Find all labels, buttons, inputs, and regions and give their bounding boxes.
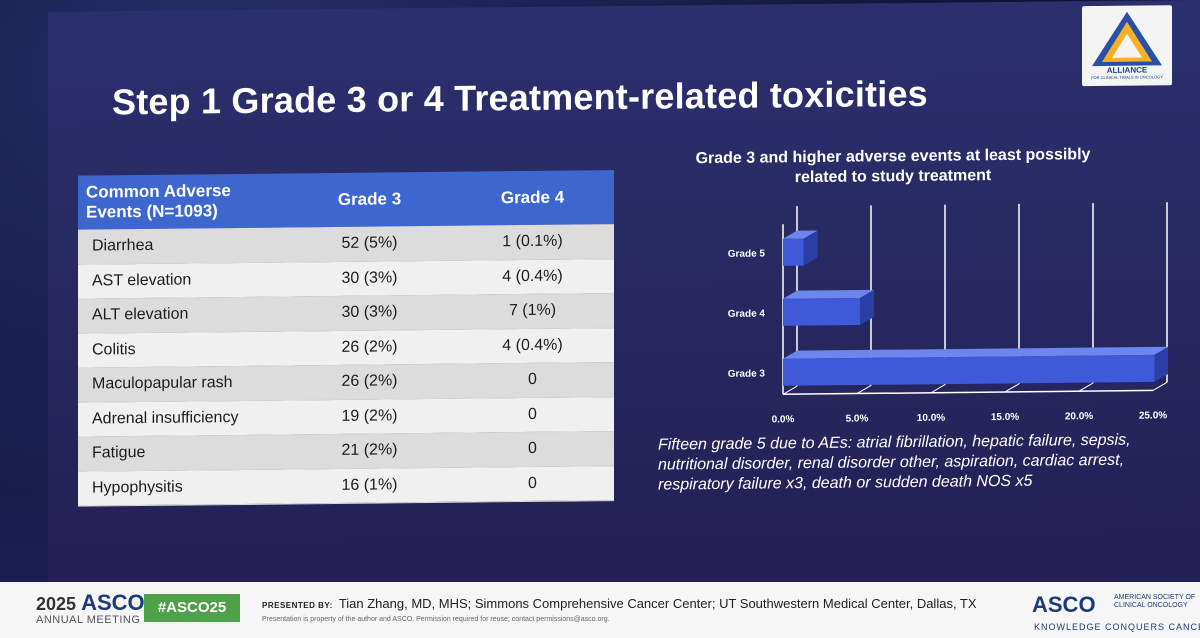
grade3-cell: 26 (2%) — [288, 329, 451, 366]
hashtag-badge: #ASCO25 — [144, 594, 240, 622]
bar-top-face — [783, 289, 874, 299]
event-name-cell: AST elevation — [78, 261, 288, 299]
presenter-line: PRESENTED BY: Tian Zhang, MD, MHS; Simmon… — [262, 596, 977, 611]
x-tick-label: 10.0% — [917, 413, 945, 424]
year-text: 2025 — [36, 594, 77, 614]
table-row: ALT elevation 30 (3%) 7 (1%) — [78, 293, 614, 334]
grade4-cell: 7 (1%) — [451, 293, 614, 330]
x-tick-label: 25.0% — [1139, 410, 1167, 421]
event-name-cell: Hypophysitis — [78, 468, 288, 506]
event-name-cell: Diarrhea — [78, 227, 288, 265]
bar-end-face — [1154, 346, 1168, 382]
alliance-logo-subtext: FOR CLINICAL TRIALS IN ONCOLOGY — [1091, 74, 1163, 81]
event-name-cell: ALT elevation — [78, 296, 288, 334]
floor-gridline — [1152, 381, 1168, 391]
grade4-cell: 4 (0.4%) — [451, 258, 614, 295]
event-name-cell: Adrenal insufficiency — [78, 399, 288, 437]
table-row: Hypophysitis 16 (1%) 0 — [78, 465, 614, 506]
alliance-logo: ALLIANCE FOR CLINICAL TRIALS IN ONCOLOGY — [1082, 5, 1172, 87]
event-name-cell: Fatigue — [78, 434, 288, 472]
bar — [783, 238, 804, 266]
event-name-cell: Maculopapular rash — [78, 365, 288, 403]
x-tick-label: 20.0% — [1065, 411, 1093, 422]
tagline: KNOWLEDGE CONQUERS CANCER — [1034, 622, 1200, 632]
grade4-cell: 0 — [451, 465, 614, 502]
event-name-cell: Colitis — [78, 330, 288, 368]
asco-wordmark: ASCO — [81, 590, 145, 615]
grade4-cell: 0 — [451, 362, 614, 399]
grade5-note: Fifteen grade 5 due to AEs: atrial fibri… — [658, 431, 1131, 494]
bar-end-face — [803, 230, 818, 266]
grade3-cell: 30 (3%) — [288, 294, 451, 331]
grade3-cell: 19 (2%) — [288, 398, 451, 435]
grade4-cell: 0 — [451, 396, 614, 433]
column-header-events: Common Adverse Events (N=1093) — [78, 173, 288, 230]
grade4-cell: 1 (0.1%) — [451, 224, 614, 261]
asco-logo: ASCO — [1032, 592, 1096, 617]
annual-meeting-text: ANNUAL MEETING — [36, 614, 141, 626]
slide-title: Step 1 Grade 3 or 4 Treatment-related to… — [112, 72, 928, 123]
floor-gridline — [1004, 383, 1020, 393]
bar — [783, 297, 860, 326]
grade4-cell: 4 (0.4%) — [451, 327, 614, 364]
column-header-grade3: Grade 3 — [288, 171, 451, 228]
grade4-cell: 0 — [451, 431, 614, 468]
grade-bar-chart: 0.0% 5.0% 10.0% 15.0% 20.0% 25.0% Grade 5 Grade… — [728, 202, 1168, 425]
table-row: Adrenal insufficiency 19 (2%) 0 — [78, 396, 614, 437]
slide: Step 1 Grade 3 or 4 Treatment-related to… — [48, 0, 1200, 592]
adverse-events-table: Common Adverse Events (N=1093) Grade 3 G… — [78, 170, 614, 506]
x-tick-label: 15.0% — [991, 412, 1019, 423]
bar-end-face — [859, 289, 874, 325]
table-row: Maculopapular rash 26 (2%) 0 — [78, 362, 614, 403]
category-label: Grade 4 — [728, 308, 766, 319]
presenter-text: Tian Zhang, MD, MHS; Simmons Comprehensi… — [338, 596, 977, 611]
floor-gridline — [782, 385, 798, 395]
table-row: Fatigue 21 (2%) 0 — [78, 431, 614, 472]
grade3-cell: 16 (1%) — [288, 467, 451, 504]
table-header-row: Common Adverse Events (N=1093) Grade 3 G… — [78, 170, 614, 230]
meeting-year: 2025 ASCO — [36, 590, 145, 616]
floor-gridline — [1078, 382, 1094, 392]
table-row: Diarrhea 52 (5%) 1 (0.1%) — [78, 224, 614, 265]
x-tick-label: 0.0% — [772, 414, 795, 425]
grade3-cell: 52 (5%) — [288, 225, 451, 262]
grade3-cell: 30 (3%) — [288, 260, 451, 297]
category-label: Grade 3 — [728, 368, 766, 379]
grade3-cell: 21 (2%) — [288, 432, 451, 469]
alliance-triangle-icon — [1092, 11, 1162, 67]
bar-top-face — [783, 346, 1168, 359]
table-row: Colitis 26 (2%) 4 (0.4%) — [78, 327, 614, 368]
footer: 2025 ASCO ANNUAL MEETING #ASCO25 PRESENT… — [0, 582, 1200, 638]
table-row: AST elevation 30 (3%) 4 (0.4%) — [78, 258, 614, 299]
column-header-grade4: Grade 4 — [451, 170, 614, 226]
x-tick-label: 5.0% — [846, 413, 869, 424]
presented-by-label: PRESENTED BY: — [262, 601, 333, 610]
bar-top-face — [783, 230, 818, 239]
bar — [783, 354, 1155, 386]
grade3-cell: 26 (2%) — [288, 363, 451, 400]
society-name: AMERICAN SOCIETY OF CLINICAL ONCOLOGY — [1114, 594, 1196, 609]
chart-title: Grade 3 and higher adverse events at lea… — [695, 146, 1091, 187]
floor-gridline — [856, 384, 872, 394]
x-axis — [783, 389, 1153, 396]
property-notice: Presentation is property of the author a… — [262, 616, 610, 623]
floor-gridline — [930, 384, 946, 394]
category-label: Grade 5 — [728, 248, 766, 259]
